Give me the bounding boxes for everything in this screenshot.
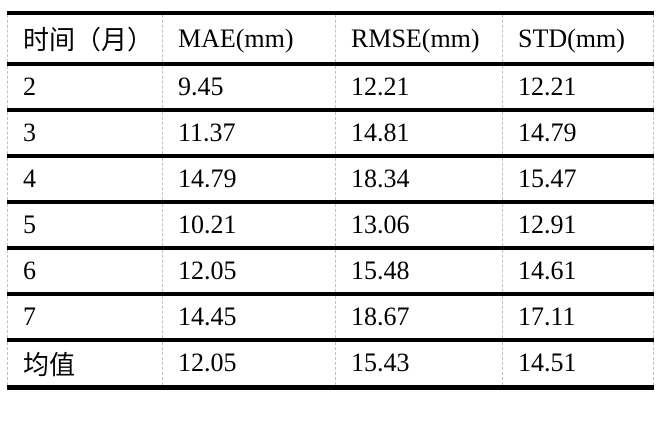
header-row: 时间（月） MAE(mm) RMSE(mm) STD(mm) (7, 13, 654, 64)
cell-std: 15.47 (502, 156, 654, 202)
cell-mae: 12.05 (162, 248, 336, 294)
table-row: 3 11.37 14.81 14.79 (7, 110, 654, 156)
cell-rmse: 13.06 (335, 202, 503, 248)
cell-std: 14.79 (502, 110, 654, 156)
table-row: 5 10.21 13.06 12.91 (7, 202, 654, 248)
cell-mae: 12.05 (162, 340, 336, 387)
metrics-table: 时间（月） MAE(mm) RMSE(mm) STD(mm) 2 9.45 12… (7, 11, 654, 390)
cell-std: 12.91 (502, 202, 654, 248)
cell-month: 4 (7, 156, 163, 202)
cell-month: 2 (7, 64, 163, 110)
cell-mae: 10.21 (162, 202, 336, 248)
cell-mae: 14.45 (162, 294, 336, 340)
col-header-time-month: 时间（月） (7, 13, 163, 64)
cell-mae: 11.37 (162, 110, 336, 156)
table-row-mean: 均值 12.05 15.43 14.51 (7, 340, 654, 387)
cell-std: 14.61 (502, 248, 654, 294)
cell-rmse: 15.48 (335, 248, 503, 294)
table-row: 2 9.45 12.21 12.21 (7, 64, 654, 110)
cell-std: 14.51 (502, 340, 654, 387)
col-header-std: STD(mm) (502, 13, 654, 64)
cell-rmse: 12.21 (335, 64, 503, 110)
table-row: 6 12.05 15.48 14.61 (7, 248, 654, 294)
cell-mae: 14.79 (162, 156, 336, 202)
cell-month-mean-label: 均值 (7, 340, 163, 387)
cell-std: 17.11 (502, 294, 654, 340)
col-header-mae: MAE(mm) (162, 13, 336, 64)
cell-month: 5 (7, 202, 163, 248)
cell-rmse: 14.81 (335, 110, 503, 156)
col-header-rmse: RMSE(mm) (335, 13, 503, 64)
table-row: 4 14.79 18.34 15.47 (7, 156, 654, 202)
cell-rmse: 18.34 (335, 156, 503, 202)
table-row: 7 14.45 18.67 17.11 (7, 294, 654, 340)
cell-rmse: 15.43 (335, 340, 503, 387)
cell-month: 7 (7, 294, 163, 340)
cell-month: 3 (7, 110, 163, 156)
cell-rmse: 18.67 (335, 294, 503, 340)
cell-mae: 9.45 (162, 64, 336, 110)
cell-month: 6 (7, 248, 163, 294)
cell-std: 12.21 (502, 64, 654, 110)
